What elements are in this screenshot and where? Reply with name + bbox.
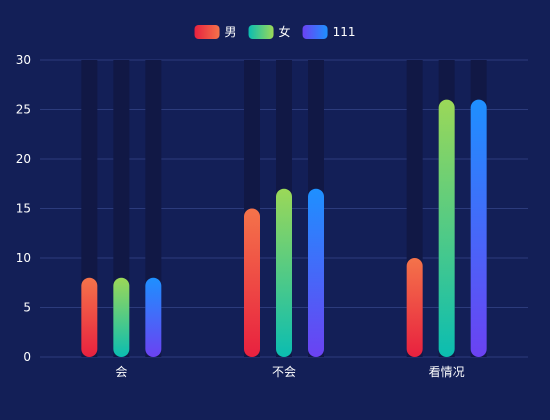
bar-女-看情况[interactable] [438,99,455,357]
y-axis: 0 5 10 15 20 25 30 [16,53,31,364]
bars [81,99,487,358]
y-tick-label: 20 [16,152,31,166]
legend-label: 111 [333,25,356,39]
bar-111-会[interactable] [145,277,162,357]
legend-swatch [248,25,274,39]
legend-swatch [194,25,220,39]
y-tick-label: 0 [23,350,31,364]
y-tick-label: 15 [16,202,31,216]
bar-男-不会[interactable] [244,208,260,358]
legend-label: 女 [279,24,291,39]
y-tick-label: 10 [16,251,31,265]
bar-女-会[interactable] [113,277,130,357]
x-tick-label: 会 [115,365,127,379]
x-axis: 会 不会 看情况 [115,365,464,379]
legend-item[interactable]: 111 [302,25,356,39]
legend-label: 男 [225,25,237,39]
legend[interactable]: 男 女 111 [194,24,356,39]
x-tick-label: 看情况 [429,365,465,379]
bar-女-不会[interactable] [276,188,292,357]
legend-item[interactable]: 女 [248,24,291,39]
bar-111-看情况[interactable] [470,99,487,357]
y-tick-label: 25 [16,103,31,117]
bar-男-看情况[interactable] [406,258,423,357]
bar-男-会[interactable] [81,277,98,357]
y-tick-label: 5 [23,301,31,315]
y-tick-label: 30 [16,53,31,67]
legend-item[interactable]: 男 [194,25,237,39]
legend-swatch [302,25,328,39]
bar-111-不会[interactable] [308,188,324,357]
x-tick-label: 不会 [272,365,296,379]
